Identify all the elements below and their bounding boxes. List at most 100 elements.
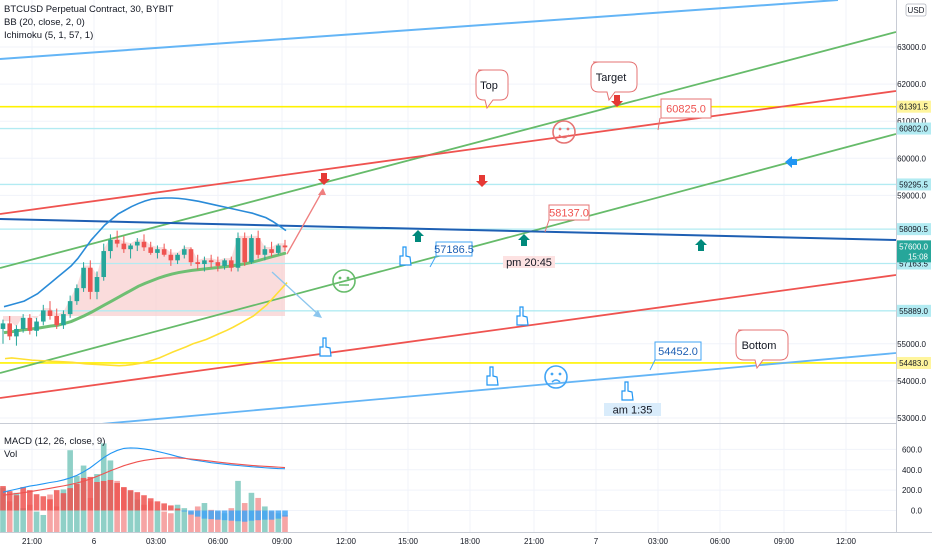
macd-histogram-bar: [168, 505, 174, 511]
trend-line: [0, 274, 896, 399]
candle-body: [235, 238, 241, 268]
candle-body: [94, 277, 100, 292]
candle-body: [128, 245, 133, 250]
price-tick-label: 55000.0: [897, 340, 926, 349]
candle-body: [215, 262, 221, 266]
face-eye: [346, 276, 350, 280]
macd-histogram-bar: [147, 498, 154, 511]
volume-bar: [147, 501, 154, 532]
volume-bar: [127, 491, 134, 532]
arrow-up-icon: [412, 230, 424, 242]
target-callout-text: Target: [596, 72, 627, 84]
macd-histogram-bar: [47, 499, 53, 511]
chart-icons: [318, 95, 797, 401]
neutral-face-icon: [332, 269, 356, 293]
candlesticks: [0, 230, 288, 346]
macd-histogram-bar: [255, 510, 261, 521]
volume-bar: [161, 511, 167, 532]
pointing-hand-icon: [621, 381, 634, 401]
pointing-hand-icon: [516, 306, 529, 326]
macd-histogram-bar: [154, 501, 161, 511]
time-tick-label: 21:00: [524, 537, 545, 546]
face-eye: [558, 372, 562, 376]
macd-histogram-bar: [188, 510, 194, 515]
price-tick-label: 53000.0: [897, 414, 926, 423]
price-tag-box: [897, 223, 931, 236]
macd-histogram-bar: [94, 481, 100, 511]
time-axis[interactable]: 21:00 6 03:00 06:00 09:00 12:00 15:00 18:00 21:0…: [22, 537, 857, 546]
macd-histogram-bar: [268, 510, 275, 520]
price-tag-box: [897, 356, 931, 369]
price-tick-label: 59000.0: [897, 191, 926, 200]
price-tag-label: 59295.5: [899, 180, 928, 189]
macd-histogram-bar: [74, 484, 80, 511]
macd-axis[interactable]: 600.0 400.0 200.0 0.0: [902, 445, 923, 515]
current-price-box: [897, 240, 931, 263]
time-tick-label: 03:00: [648, 537, 669, 546]
candle-body: [249, 238, 254, 263]
bottom-callout-text: Bottom: [742, 340, 777, 352]
price-tags: 61391.5 60802.0 59295.5 58090.5 57163.5 55889…: [897, 100, 931, 369]
price-callout-54452-text: 54452.0: [658, 346, 698, 358]
currency-label: USD: [908, 6, 925, 15]
time-tick-label: 12:00: [836, 537, 857, 546]
candle-body: [74, 288, 80, 302]
price-callout-54452: [654, 341, 702, 361]
macd-histogram-bar: [121, 487, 127, 511]
annotations[interactable]: Top Target Bottom 60825.0 58137.0 57186.5 5445…: [429, 61, 789, 417]
price-callout-pointer: [429, 255, 437, 268]
volume-bar: [53, 506, 60, 532]
macd-histogram-bar: [40, 496, 47, 511]
macd-legend[interactable]: MACD (12, 26, close, 9): [4, 436, 106, 447]
symbol-legend[interactable]: BTCUSD Perpetual Contract, 30, BYBIT: [4, 4, 174, 15]
price-callout-pointer: [649, 359, 656, 371]
price-pane[interactable]: [0, 0, 896, 433]
pointing-hand-icon: [399, 246, 412, 266]
price-callout-57186-text: 57186.5: [434, 244, 474, 256]
price-tick-label: 61000.0: [897, 117, 926, 126]
macd-histogram-bar: [87, 476, 94, 511]
ichimoku-lead-line: [4, 282, 288, 367]
arrow-down-icon: [318, 173, 330, 185]
macd-histogram-bar: [20, 487, 26, 511]
price-tag-label: 55889.0: [899, 307, 928, 316]
volume-bar: [174, 504, 181, 532]
currency-badge[interactable]: USD: [905, 3, 927, 17]
volume-bar: [194, 506, 201, 532]
price-tag-label: 61391.5: [899, 103, 928, 112]
candle-body: [101, 251, 107, 278]
projection-up-arrow: [286, 189, 324, 255]
top-callout: [475, 69, 509, 110]
price-axis[interactable]: 63000.0 62000.0 61000.0 60000.0 59000.0 55000…: [897, 43, 926, 423]
macd-histogram: [0, 476, 288, 522]
macd-histogram-bar: [174, 508, 181, 511]
bottom-callout: [735, 329, 789, 370]
face-eye: [566, 127, 570, 131]
candle-body: [81, 267, 86, 289]
volume-bar: [134, 499, 141, 532]
price-callout-pointer: [657, 117, 661, 131]
macd-histogram-bar: [60, 493, 67, 511]
candle-body: [275, 245, 281, 253]
macd-histogram-bar: [228, 510, 235, 521]
price-tick-label: 62000.0: [897, 80, 926, 89]
macd-histogram-bar: [33, 494, 40, 511]
pointing-hand-icon: [486, 366, 499, 386]
macd-histogram-bar: [215, 510, 221, 520]
face-eye: [550, 372, 554, 376]
macd-tick-label: 400.0: [902, 466, 923, 475]
macd-histogram-bar: [0, 486, 6, 511]
trend-line: [0, 218, 896, 241]
ichimoku-legend[interactable]: Ichimoku (5, 1, 57, 1): [4, 30, 94, 41]
trend-line: [0, 31, 896, 269]
vol-legend[interactable]: Vol: [4, 449, 18, 460]
arrow-left-icon: [785, 156, 797, 168]
price-tag-box: [897, 100, 931, 113]
current-price-label: 57600.0: [899, 242, 928, 251]
macd-histogram-bar: [275, 510, 282, 519]
target-callout: [590, 61, 638, 102]
macd-pane[interactable]: [0, 443, 288, 532]
projection-arrows: [271, 188, 326, 318]
bb-legend[interactable]: BB (20, close, 2, 0): [4, 17, 85, 28]
